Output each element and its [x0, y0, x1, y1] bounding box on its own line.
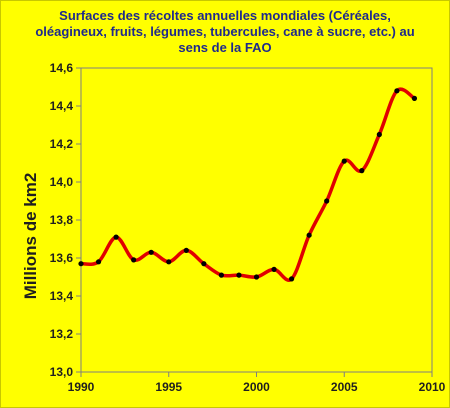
data-point — [148, 249, 154, 255]
data-point — [306, 232, 312, 238]
x-tick-label: 2010 — [419, 380, 446, 394]
data-point — [376, 131, 382, 138]
data-point — [289, 276, 295, 282]
y-tick-label: 14,6 — [50, 61, 74, 75]
data-point — [253, 274, 260, 280]
chart-title-line-1: Surfaces des récoltes annuelles mondiale… — [59, 8, 391, 23]
y-tick-label: 13,0 — [50, 365, 74, 379]
data-point — [324, 198, 330, 204]
data-point — [341, 158, 347, 164]
chart-title-line-2: oléagineux, fruits, légumes, tubercules,… — [35, 24, 415, 39]
data-point — [78, 261, 84, 267]
data-point — [271, 266, 277, 272]
plot-area — [80, 67, 433, 373]
y-tick-label: 14,2 — [50, 137, 74, 151]
y-tick-label: 13,2 — [50, 327, 74, 341]
data-point — [131, 257, 137, 263]
data-point — [166, 259, 172, 265]
y-tick-label: 14,0 — [50, 175, 74, 189]
data-point — [411, 95, 418, 101]
x-tick-label: 1995 — [155, 380, 182, 394]
data-point — [201, 261, 207, 267]
x-tick-label: 2005 — [331, 380, 358, 394]
y-tick-label: 13,6 — [50, 251, 74, 265]
chart-title-line-3: sens de la FAO — [178, 40, 272, 55]
data-point — [218, 272, 224, 278]
x-tick-label: 1990 — [68, 380, 95, 394]
data-point — [113, 234, 119, 240]
y-tick-label: 13,8 — [50, 213, 74, 227]
data-point — [394, 88, 400, 94]
y-tick-label: 13,4 — [50, 289, 74, 303]
data-point — [183, 247, 189, 253]
data-point — [236, 272, 242, 278]
x-tick-label: 2000 — [243, 380, 270, 394]
data-point — [359, 168, 365, 174]
data-point — [95, 259, 102, 265]
y-tick-label: 14,4 — [50, 99, 74, 113]
